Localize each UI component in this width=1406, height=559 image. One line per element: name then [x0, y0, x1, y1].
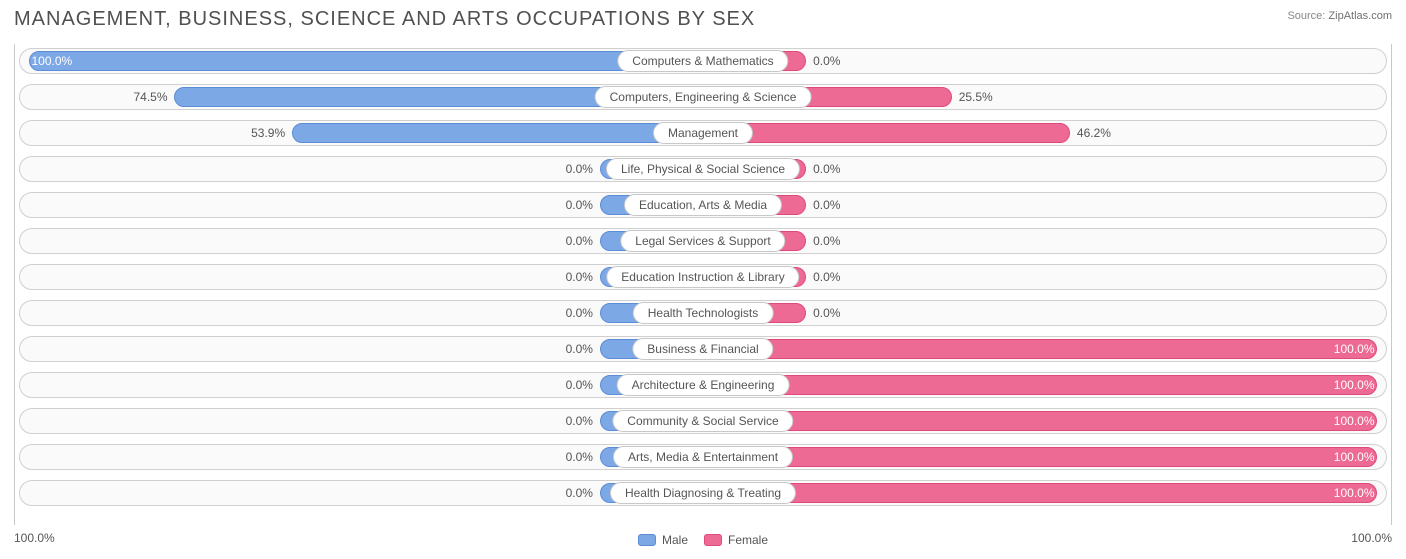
male-value-label: 0.0% [566, 486, 593, 500]
chart-row: Business & Financial 0.0% 100.0% [15, 332, 1391, 368]
source-attribution: Source: ZipAtlas.com [1287, 10, 1392, 22]
female-value-label: 100.0% [1334, 450, 1375, 464]
legend-female-label: Female [728, 533, 768, 547]
category-label: Life, Physical & Social Science [606, 158, 800, 180]
chart-row: Computers & Mathematics 100.0% 0.0% [15, 44, 1391, 80]
category-label: Business & Financial [632, 338, 773, 360]
female-value-label: 100.0% [1334, 378, 1375, 392]
chart-row: Legal Services & Support 0.0% 0.0% [15, 224, 1391, 260]
category-label: Community & Social Service [612, 410, 793, 432]
male-value-label: 53.9% [251, 126, 285, 140]
female-value-label: 46.2% [1077, 126, 1111, 140]
chart-row: Education Instruction & Library 0.0% 0.0% [15, 260, 1391, 296]
category-label: Health Diagnosing & Treating [610, 482, 796, 504]
male-value-label: 0.0% [566, 378, 593, 392]
female-value-label: 100.0% [1334, 414, 1375, 428]
chart-title: MANAGEMENT, BUSINESS, SCIENCE AND ARTS O… [0, 0, 1406, 31]
category-label: Legal Services & Support [620, 230, 785, 252]
legend-male: Male [638, 533, 688, 547]
legend-female: Female [704, 533, 768, 547]
male-value-label: 0.0% [566, 414, 593, 428]
chart-row: Health Technologists 0.0% 0.0% [15, 296, 1391, 332]
male-value-label: 74.5% [133, 90, 167, 104]
legend-male-label: Male [662, 533, 688, 547]
male-value-label: 0.0% [566, 450, 593, 464]
chart-row: Health Diagnosing & Treating 0.0% 100.0% [15, 476, 1391, 512]
male-value-label: 0.0% [566, 198, 593, 212]
female-value-label: 0.0% [813, 234, 840, 248]
male-value-label: 0.0% [566, 162, 593, 176]
chart-row: Community & Social Service 0.0% 100.0% [15, 404, 1391, 440]
male-bar [29, 51, 703, 71]
chart-area: Computers & Mathematics100.0%0.0%Compute… [14, 44, 1392, 525]
male-value-label: 0.0% [566, 306, 593, 320]
female-bar [703, 411, 1377, 431]
female-bar [703, 447, 1377, 467]
legend: Male Female [638, 533, 768, 547]
female-value-label: 0.0% [813, 306, 840, 320]
male-value-label: 0.0% [566, 342, 593, 356]
female-value-label: 0.0% [813, 198, 840, 212]
category-label: Architecture & Engineering [617, 374, 790, 396]
chart-row: Education, Arts & Media 0.0% 0.0% [15, 188, 1391, 224]
source-label: Source: [1287, 10, 1325, 22]
legend-swatch-female [704, 534, 722, 546]
chart-row: Architecture & Engineering 0.0% 100.0% [15, 368, 1391, 404]
category-label: Management [653, 122, 753, 144]
female-value-label: 25.5% [959, 90, 993, 104]
category-label: Arts, Media & Entertainment [613, 446, 793, 468]
category-label: Education Instruction & Library [606, 266, 799, 288]
chart-row: Arts, Media & Entertainment 0.0% 100.0% [15, 440, 1391, 476]
chart-row: Life, Physical & Social Science 0.0% 0.0% [15, 152, 1391, 188]
female-value-label: 0.0% [813, 54, 840, 68]
male-value-label: 100.0% [32, 54, 73, 68]
category-label: Education, Arts & Media [624, 194, 782, 216]
female-value-label: 100.0% [1334, 486, 1375, 500]
chart-row: Management 53.9% 46.2% [15, 116, 1391, 152]
female-value-label: 0.0% [813, 270, 840, 284]
male-value-label: 0.0% [566, 234, 593, 248]
category-label: Health Technologists [633, 302, 774, 324]
source-value: ZipAtlas.com [1328, 10, 1392, 22]
female-bar [703, 339, 1377, 359]
axis-right-label: 100.0% [1351, 531, 1392, 545]
female-bar [703, 123, 1070, 143]
female-bar [703, 375, 1377, 395]
female-bar [703, 483, 1377, 503]
legend-swatch-male [638, 534, 656, 546]
female-value-label: 100.0% [1334, 342, 1375, 356]
male-value-label: 0.0% [566, 270, 593, 284]
category-label: Computers, Engineering & Science [595, 86, 812, 108]
chart-row: Computers, Engineering & Science 74.5% 25.… [15, 80, 1391, 116]
axis-left-label: 100.0% [14, 531, 55, 545]
male-bar [292, 123, 703, 143]
category-label: Computers & Mathematics [617, 50, 788, 72]
female-value-label: 0.0% [813, 162, 840, 176]
